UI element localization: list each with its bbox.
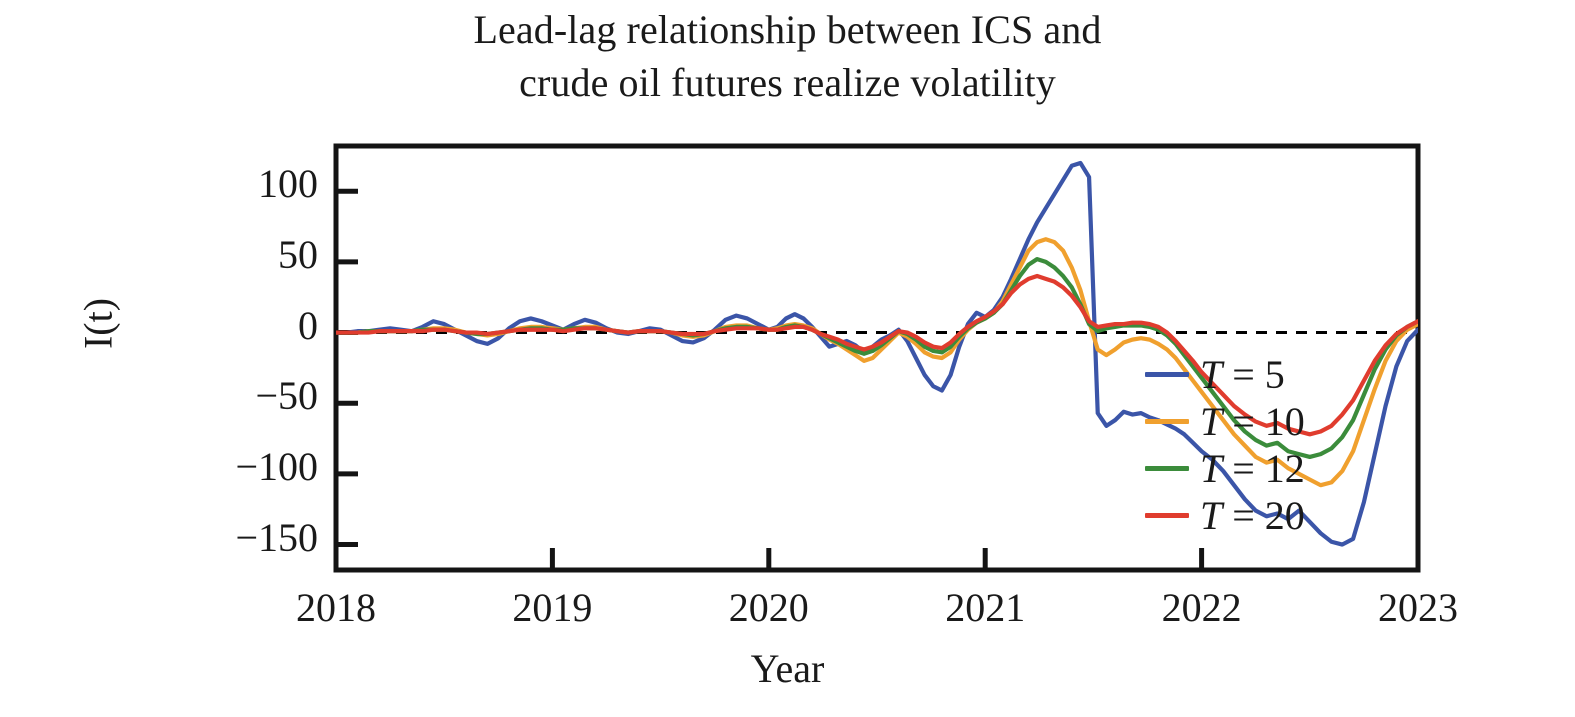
legend-label-t10: T = 10 (1200, 398, 1305, 444)
legend-label-t12: T = 12 (1200, 445, 1305, 491)
legend-item-t5[interactable]: T = 5 (1145, 352, 1305, 397)
chart-title-line-1: Lead-lag relationship between ICS and (473, 7, 1102, 52)
y-tick-label: 100 (258, 161, 318, 207)
x-tick-label: 2023 (1378, 585, 1458, 630)
legend: T = 5 T = 10 T = 12 T = 20 (1145, 352, 1305, 538)
legend-item-t10[interactable]: T = 10 (1145, 399, 1305, 444)
chart-title: Lead-lag relationship between ICS and cr… (0, 4, 1575, 110)
x-tick-label: 2022 (1161, 585, 1242, 630)
legend-swatch-t5 (1145, 372, 1189, 377)
legend-swatch-t10 (1145, 419, 1189, 424)
y-tick-label: −100 (235, 443, 318, 489)
y-tick-label: −150 (235, 514, 318, 560)
legend-label-t5: T = 5 (1200, 351, 1285, 397)
x-tick-label: 2021 (945, 585, 1026, 630)
plot-frame (333, 143, 1421, 573)
x-tick-label: 2020 (728, 585, 809, 630)
x-axis-ticks (333, 548, 1421, 570)
y-tick-label: 50 (278, 231, 318, 277)
legend-item-t20[interactable]: T = 20 (1145, 493, 1305, 538)
data-series-group (336, 160, 1418, 547)
y-tick-label: 0 (298, 302, 318, 348)
legend-label-t20: T = 20 (1200, 492, 1305, 538)
x-axis-label: Year (750, 646, 825, 691)
y-axis-ticks (336, 188, 358, 548)
x-tick-label: 2018 (296, 585, 376, 630)
legend-swatch-t20 (1145, 513, 1189, 518)
legend-swatch-t12 (1145, 466, 1189, 471)
x-tick-label: 2019 (512, 585, 593, 630)
y-axis-label: I(t) (75, 297, 121, 350)
y-tick-label: −50 (255, 373, 318, 419)
legend-item-t12[interactable]: T = 12 (1145, 446, 1305, 491)
chart-title-line-2: crude oil futures realize volatility (519, 59, 1056, 105)
series-line-20 (336, 273, 1418, 437)
